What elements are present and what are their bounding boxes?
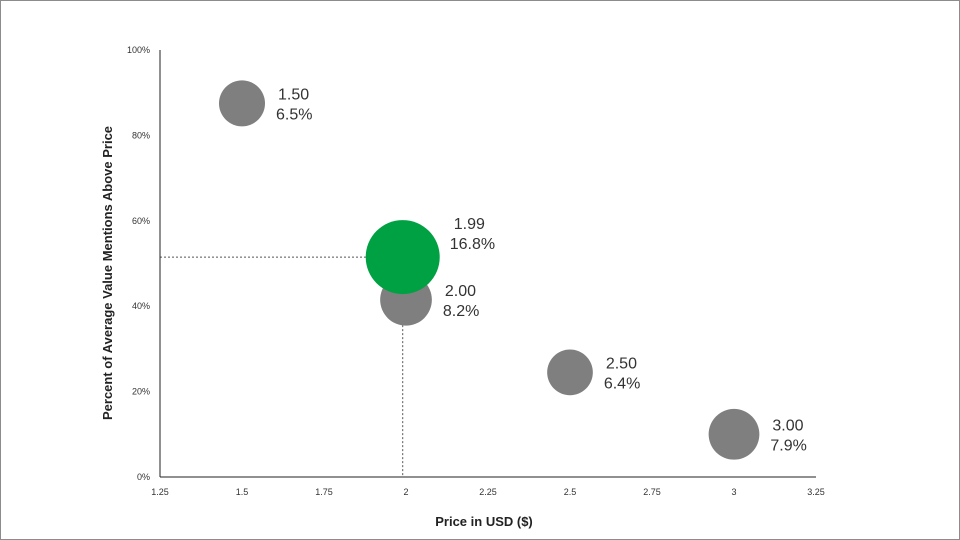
y-tick-label: 0% [137, 472, 150, 482]
x-tick-label: 1.75 [315, 487, 333, 497]
bubble-price-label: 2.00 [445, 283, 476, 300]
bubble [708, 408, 760, 460]
y-tick-label: 100% [127, 45, 150, 55]
bubble-price-label: 2.50 [606, 355, 637, 372]
bubble-share-label: 6.5% [276, 106, 312, 123]
bubble-price-label: 1.50 [278, 86, 309, 103]
bubble [218, 80, 266, 127]
y-tick-label: 20% [132, 387, 150, 397]
y-axis-title: Percent of Average Value Mentions Above … [100, 126, 115, 420]
bubble-labels: 1.50 6.5% 2.00 8.2% 2.50 6.4% 3.00 7.9% 1.99 16.8… [276, 86, 807, 454]
reference-lines [160, 256, 404, 477]
x-tick-label: 3 [731, 487, 736, 497]
bubble-price-label: 1.99 [454, 216, 485, 233]
y-tick-label: 80% [132, 130, 150, 140]
x-tick-label: 2.75 [643, 487, 661, 497]
x-tick-label: 2 [403, 487, 408, 497]
bubble-highlight [365, 220, 440, 295]
bubble [547, 349, 593, 396]
bubble-price-label: 3.00 [772, 417, 803, 434]
bubble-share-label: 8.2% [443, 303, 479, 320]
x-tick-label: 1.5 [236, 487, 249, 497]
bubbles [218, 80, 760, 460]
x-tick-label: 2.5 [564, 487, 577, 497]
bubble-share-label: 7.9% [770, 437, 806, 454]
x-tick-labels: 1.25 1.5 1.75 2 2.25 2.5 2.75 3 3.25 [151, 487, 825, 497]
x-tick-label: 3.25 [807, 487, 825, 497]
x-axis-title: Price in USD ($) [435, 514, 533, 529]
x-tick-label: 1.25 [151, 487, 169, 497]
y-tick-label: 60% [132, 216, 150, 226]
y-tick-labels: 0% 20% 40% 60% 80% 100% [127, 45, 150, 482]
bubble-share-label: 6.4% [604, 375, 640, 392]
x-tick-label: 2.25 [479, 487, 497, 497]
y-tick-label: 40% [132, 301, 150, 311]
bubble-share-label: 16.8% [450, 236, 495, 253]
axes [159, 50, 816, 478]
